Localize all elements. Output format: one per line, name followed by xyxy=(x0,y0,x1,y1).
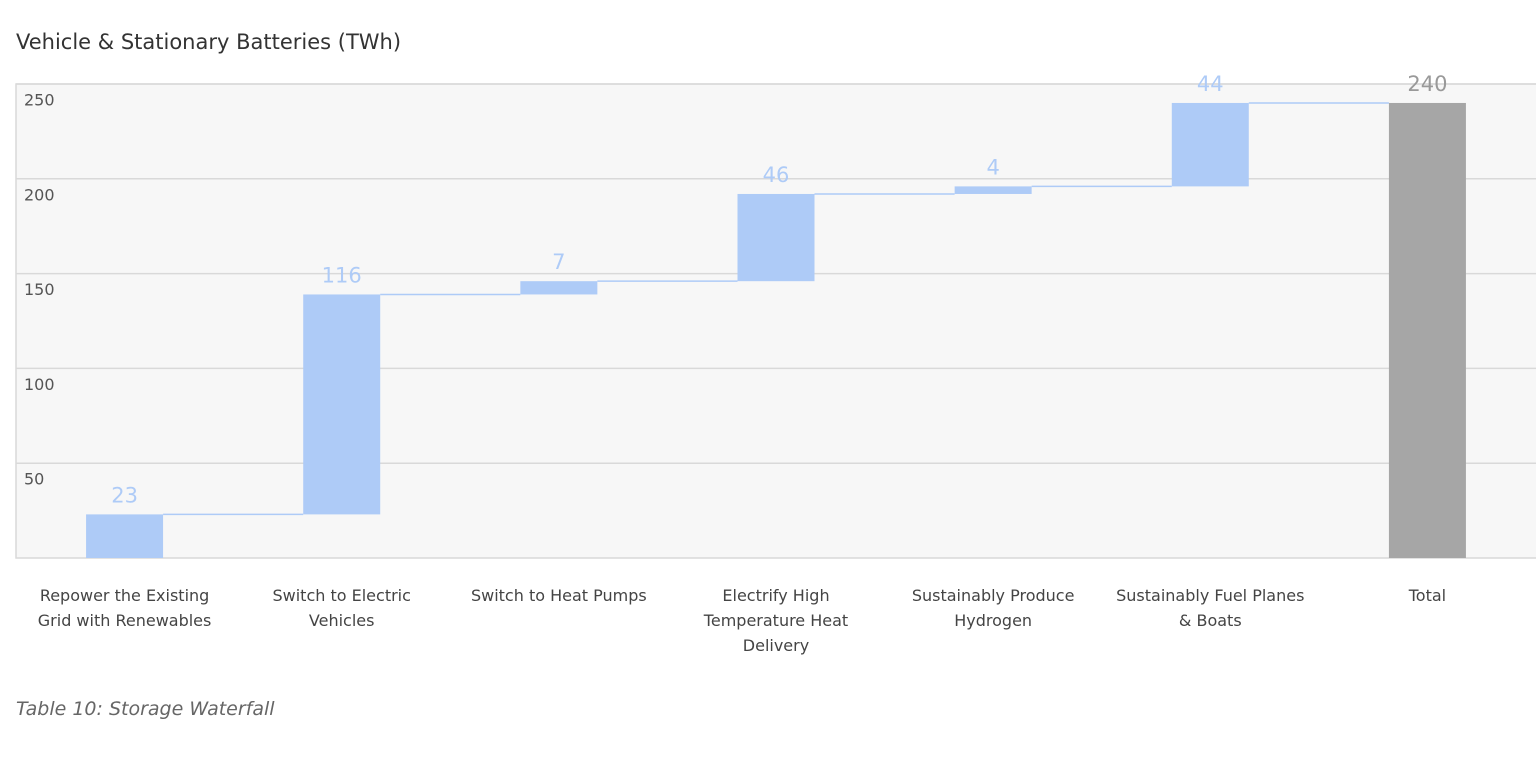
x-tick-label: Electrify High Temperature Heat Delivery xyxy=(703,586,849,655)
x-tick-label: Switch to Electric Vehicles xyxy=(272,586,411,630)
bar xyxy=(303,294,381,515)
y-tick-label: 250 xyxy=(24,91,55,110)
y-tick-label: 50 xyxy=(24,470,44,489)
y-tick-label: 100 xyxy=(24,375,55,394)
plot-area xyxy=(15,83,1536,559)
bar xyxy=(954,186,1032,194)
bar xyxy=(737,193,815,282)
y-tick-label: 200 xyxy=(24,185,55,204)
value-label: 240 xyxy=(1407,72,1447,96)
chart-title: Vehicle & Stationary Batteries (TWh) xyxy=(16,30,402,54)
y-tick-label: 150 xyxy=(24,280,55,299)
bar xyxy=(520,281,598,295)
x-tick-label: Repower the Existing Grid with Renewable… xyxy=(37,586,212,630)
value-label: 23 xyxy=(111,483,138,507)
value-label: 4 xyxy=(986,155,999,179)
x-tick-label: Switch to Heat Pumps xyxy=(470,586,647,605)
value-label: 7 xyxy=(552,250,565,274)
x-tick-label: Total xyxy=(1408,586,1447,605)
value-label: 116 xyxy=(322,263,362,287)
value-label: 46 xyxy=(763,163,790,187)
caption: Table 10: Storage Waterfall xyxy=(16,698,275,720)
x-tick-label: Sustainably Fuel Planes & Boats xyxy=(1116,586,1305,630)
value-label: 44 xyxy=(1197,72,1224,96)
total-bar xyxy=(1388,102,1466,559)
bar xyxy=(1171,102,1249,187)
x-tick-label: Sustainably Produce Hydrogen xyxy=(911,586,1075,630)
bar xyxy=(86,514,164,558)
